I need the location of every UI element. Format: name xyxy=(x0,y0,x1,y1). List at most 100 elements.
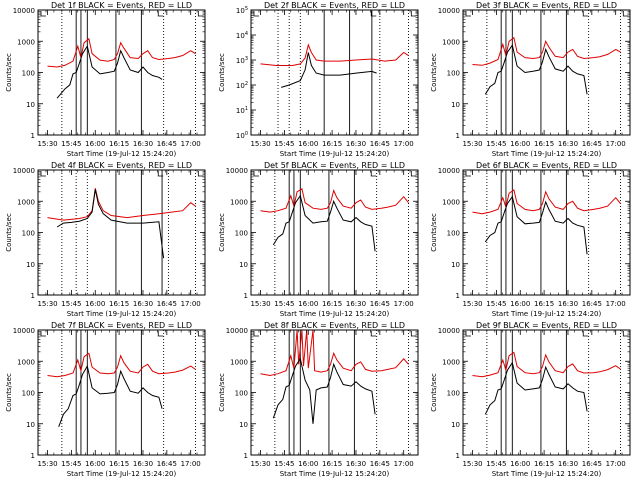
event-markers xyxy=(61,170,196,295)
x-tick-label: 17:00 xyxy=(606,300,626,308)
x-tick-label: 16:15 xyxy=(534,460,554,468)
corner-mark xyxy=(622,331,629,337)
panel-title: Det 3f BLACK = Events, RED = LLD xyxy=(476,1,617,10)
y-tick-label: 100 xyxy=(22,390,35,398)
y-axis-ticks: 1 10 100 1000 10000 xyxy=(226,327,418,460)
y-tick-label: 1 xyxy=(31,132,35,140)
y-tick-label: 100 xyxy=(235,230,248,238)
corner-markers xyxy=(253,171,417,177)
detector-panel: Det 4f BLACK = Events, RED = LLD 1 10 100 10… xyxy=(5,161,206,318)
detector-panel: Det 5f BLACK = Events, RED = LLD 1 10 100 10… xyxy=(218,161,419,318)
lld-rate-line xyxy=(260,43,409,66)
x-tick-label: 16:45 xyxy=(370,300,390,308)
x-tick-label: 16:00 xyxy=(510,300,530,308)
corner-markers xyxy=(465,331,629,337)
y-tick-label: 100 xyxy=(447,70,460,78)
y-tick-label: 1 xyxy=(31,452,35,460)
x-tick-label: 16:00 xyxy=(85,300,105,308)
x-tick-label: 15:45 xyxy=(61,140,81,148)
panel-title: Det 4f BLACK = Events, RED = LLD xyxy=(51,161,192,170)
x-tick-label: 15:30 xyxy=(462,140,482,148)
x-axis-label: Start Time (19-Jul-12 15:24:20) xyxy=(67,470,177,478)
corner-mark xyxy=(582,11,589,17)
x-tick-label: 15:45 xyxy=(274,460,294,468)
x-tick-label: 17:00 xyxy=(394,300,414,308)
y-tick-label: 100 xyxy=(236,131,248,140)
y-tick-label: 10000 xyxy=(438,7,460,15)
plot-frame xyxy=(37,329,206,456)
event-markers xyxy=(486,10,621,135)
y-axis-label: Counts/sec xyxy=(218,53,226,92)
detector-panel: Det 6f BLACK = Events, RED = LLD 1 10 100 10… xyxy=(430,161,631,318)
y-tick-label: 10 xyxy=(451,101,460,109)
x-tick-label: 17:00 xyxy=(606,140,626,148)
y-tick-label: 10 xyxy=(239,261,248,269)
x-tick-label: 16:00 xyxy=(510,140,530,148)
y-axis-ticks: 1 10 100 1000 10000 xyxy=(13,7,205,140)
y-tick-label: 1 xyxy=(31,292,35,300)
x-tick-label: 16:45 xyxy=(582,460,602,468)
y-axis-label: Counts/sec xyxy=(430,53,438,92)
x-tick-label: 16:00 xyxy=(510,460,530,468)
x-tick-label: 16:00 xyxy=(298,460,318,468)
lld-rate-line xyxy=(472,36,621,66)
x-tick-label: 15:30 xyxy=(250,300,270,308)
y-tick-label: 100 xyxy=(447,390,460,398)
x-tick-label: 16:45 xyxy=(370,460,390,468)
y-tick-label: 1000 xyxy=(17,198,35,206)
y-tick-label: 10000 xyxy=(226,167,248,175)
corner-markers xyxy=(253,331,417,337)
events-rate-line xyxy=(281,52,377,88)
x-tick-label: 17:00 xyxy=(181,140,201,148)
y-tick-label: 100 xyxy=(22,230,35,238)
event-markers xyxy=(274,330,409,455)
x-tick-label: 15:30 xyxy=(250,140,270,148)
lld-rate-line xyxy=(472,351,621,378)
plot-frame xyxy=(37,169,206,296)
x-axis-label: Start Time (19-Jul-12 15:24:20) xyxy=(492,470,602,478)
corner-mark xyxy=(40,11,46,17)
x-tick-label: 16:45 xyxy=(157,460,177,468)
y-tick-label: 10000 xyxy=(13,327,35,335)
y-tick-label: 103 xyxy=(236,56,248,65)
corner-mark xyxy=(197,331,204,337)
y-tick-label: 10000 xyxy=(13,167,35,175)
event-markers xyxy=(277,10,409,135)
plot-frame xyxy=(462,9,631,136)
y-tick-label: 1 xyxy=(456,132,460,140)
x-axis-ticks: 15:30 15:45 16:00 16:15 16:30 16:45 17:00 xyxy=(462,330,631,468)
x-axis-ticks: 15:30 15:45 16:00 16:15 16:30 16:45 17:00 xyxy=(462,170,631,308)
x-tick-label: 16:15 xyxy=(109,300,129,308)
x-tick-label: 15:45 xyxy=(274,140,294,148)
y-tick-label: 10000 xyxy=(438,327,460,335)
corner-mark xyxy=(157,11,164,17)
lld-rate-line xyxy=(47,352,196,378)
x-tick-label: 16:45 xyxy=(582,300,602,308)
x-tick-label: 17:00 xyxy=(606,460,626,468)
corner-mark xyxy=(410,11,417,17)
x-axis-ticks: 15:30 15:45 16:00 16:15 16:30 16:45 17:00 xyxy=(462,10,631,148)
corner-markers xyxy=(253,11,417,17)
y-tick-label: 100 xyxy=(235,390,248,398)
corner-mark xyxy=(197,11,204,17)
plot-frame xyxy=(250,9,419,136)
x-tick-label: 15:30 xyxy=(37,460,57,468)
detector-panel: Det 8f BLACK = Events, RED = LLD 1 10 100 10… xyxy=(218,321,419,478)
x-axis-ticks: 15:30 15:45 16:00 16:15 16:30 16:45 17:00 xyxy=(250,10,419,148)
corner-mark xyxy=(410,331,417,337)
y-tick-label: 10 xyxy=(451,421,460,429)
x-axis-label: Start Time (19-Jul-12 15:24:20) xyxy=(67,310,177,318)
y-tick-label: 10 xyxy=(26,101,35,109)
x-tick-label: 15:30 xyxy=(462,460,482,468)
panel-title: Det 6f BLACK = Events, RED = LLD xyxy=(476,161,617,170)
events-rate-line xyxy=(58,364,163,427)
y-tick-label: 1000 xyxy=(17,358,35,366)
x-tick-label: 15:45 xyxy=(486,140,506,148)
x-tick-label: 15:30 xyxy=(462,300,482,308)
x-axis-label: Start Time (19-Jul-12 15:24:20) xyxy=(492,310,602,318)
corner-mark xyxy=(253,11,259,17)
y-axis-ticks: 100 101 102 103 104 105 xyxy=(236,6,418,140)
x-tick-label: 16:30 xyxy=(558,140,578,148)
x-axis-label: Start Time (19-Jul-12 15:24:20) xyxy=(280,150,390,158)
